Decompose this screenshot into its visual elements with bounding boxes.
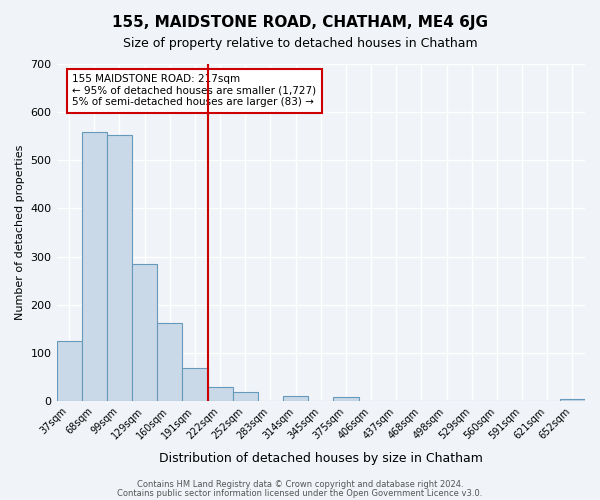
Bar <box>560 398 585 401</box>
Bar <box>283 396 308 401</box>
Text: 155 MAIDSTONE ROAD: 217sqm
← 95% of detached houses are smaller (1,727)
5% of se: 155 MAIDSTONE ROAD: 217sqm ← 95% of deta… <box>73 74 317 108</box>
Bar <box>208 386 233 401</box>
Bar <box>334 397 359 401</box>
Bar <box>132 264 157 401</box>
X-axis label: Distribution of detached houses by size in Chatham: Distribution of detached houses by size … <box>159 452 483 465</box>
Bar <box>107 135 132 401</box>
Bar <box>182 368 208 401</box>
Y-axis label: Number of detached properties: Number of detached properties <box>15 145 25 320</box>
Text: Contains HM Land Registry data © Crown copyright and database right 2024.: Contains HM Land Registry data © Crown c… <box>137 480 463 489</box>
Bar <box>56 341 82 401</box>
Bar <box>157 322 182 401</box>
Text: 155, MAIDSTONE ROAD, CHATHAM, ME4 6JG: 155, MAIDSTONE ROAD, CHATHAM, ME4 6JG <box>112 15 488 30</box>
Text: Contains public sector information licensed under the Open Government Licence v3: Contains public sector information licen… <box>118 488 482 498</box>
Text: Size of property relative to detached houses in Chatham: Size of property relative to detached ho… <box>122 38 478 51</box>
Bar <box>82 132 107 401</box>
Bar <box>233 392 258 401</box>
